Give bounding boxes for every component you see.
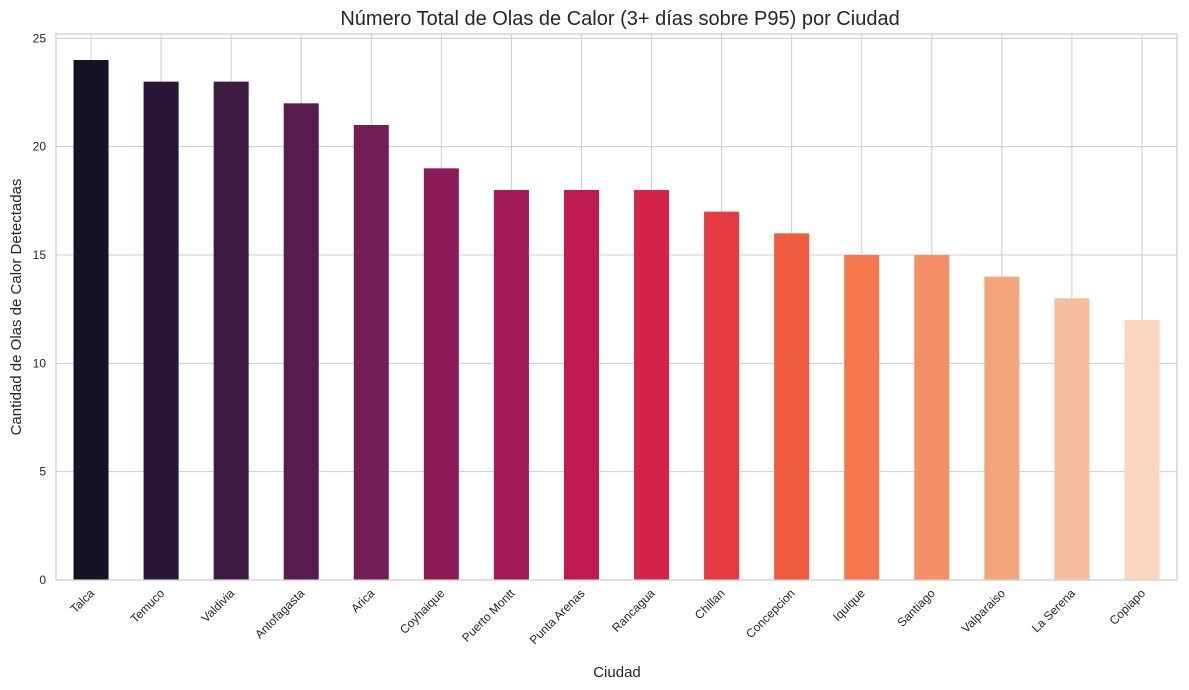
x-tick-label: La Serena <box>1029 586 1078 635</box>
bar-talca <box>73 60 109 580</box>
x-tick-label: Antofagasta <box>252 586 307 641</box>
x-tick-labels: Talca Temuco Valdivia Antofagasta Arica Coyha… <box>67 586 1148 647</box>
bar-iquique <box>844 255 880 580</box>
y-tick-label: 15 <box>33 248 47 262</box>
bar-chillan <box>704 211 740 580</box>
y-tick-label: 5 <box>39 465 46 479</box>
x-axis-label: Ciudad <box>593 664 641 681</box>
y-tick-label: 0 <box>39 573 46 587</box>
y-tick-labels: 0 5 10 15 20 25 <box>33 31 47 587</box>
x-tick-label: Iquique <box>830 586 868 624</box>
bar-la-serena <box>1054 298 1090 580</box>
y-tick-label: 20 <box>33 140 47 154</box>
x-tick-label: Talca <box>67 586 97 616</box>
bar-temuco <box>143 81 179 581</box>
y-tick-label: 25 <box>33 31 47 45</box>
bar-copiapo <box>1124 320 1160 580</box>
x-tick-label: Copiapo <box>1107 586 1149 628</box>
y-tick-label: 10 <box>33 356 47 370</box>
x-tick-label: Temuco <box>128 586 168 626</box>
x-tick-label: Punta Arenas <box>527 586 588 647</box>
plot-frame <box>55 33 1178 581</box>
chart-title: Número Total de Olas de Calor (3+ días s… <box>340 8 899 30</box>
bar-rancagua <box>634 190 670 580</box>
x-tick-label: Concepcion <box>743 586 798 641</box>
x-tick-label: Chillan <box>692 586 728 622</box>
bar-santiago <box>914 255 950 580</box>
y-axis-label: Cantidad de Olas de Calor Detectadas <box>8 179 25 436</box>
x-tick-label: Valdivia <box>198 586 237 625</box>
bar-arica <box>353 125 389 580</box>
x-tick-label: Puerto Montt <box>459 586 518 645</box>
bar-valdivia <box>213 81 249 581</box>
bar-antofagasta <box>283 103 319 580</box>
x-tick-label: Rancagua <box>609 586 658 635</box>
bars <box>73 60 1160 581</box>
bar-punta-arenas <box>563 190 599 580</box>
bar-valparaiso <box>984 276 1020 580</box>
bar-puerto-montt <box>493 190 529 580</box>
bar-coyhaique <box>423 168 459 581</box>
x-tick-label: Santiago <box>895 586 939 630</box>
x-tick-label: Arica <box>348 586 377 615</box>
x-tick-label: Valparaiso <box>959 586 1009 636</box>
bar-concepcion <box>774 233 810 581</box>
x-tick-label: Coyhaique <box>397 586 448 637</box>
